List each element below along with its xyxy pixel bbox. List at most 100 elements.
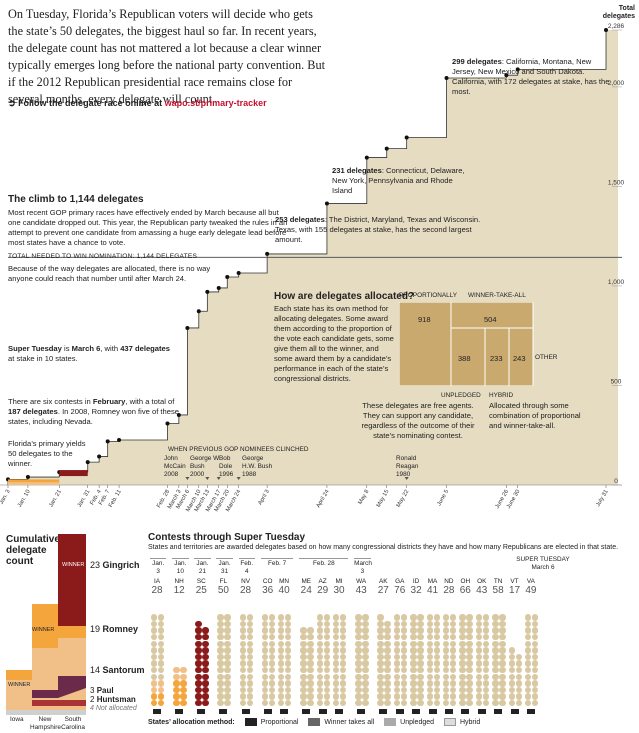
delegate-dot [180,673,187,680]
delegate-dot [246,634,253,641]
delegate-dot [278,647,285,654]
delegate-dot [316,673,324,680]
nominee-ghwbush: George H.W. Bush 1988 [242,455,273,478]
climb-title: The climb to 1,144 delegates [8,194,144,205]
delegate-dot [246,640,253,647]
delegate-dot [410,693,417,700]
delegate-dot [316,620,324,628]
delegate-dot [377,647,384,654]
delegate-dot [195,686,202,694]
delegate-dot [433,686,440,694]
delegate-dot [377,653,384,661]
delegate-dot [151,667,158,674]
method-swatch-AZ [318,709,327,714]
delegate-dot [340,640,347,647]
delegate-dot [278,634,285,641]
method-swatch-TN [494,709,503,714]
delegate-dot [355,620,362,628]
delegate-dot [449,653,457,661]
delegate-dot [459,653,466,661]
y-tick-2: 1,000 [608,279,625,286]
delegate-dot [217,686,224,694]
delegate-dot [307,680,314,687]
delegate-dot [246,680,253,687]
delegate-dot [261,667,269,674]
delegate-dot [323,673,331,680]
delegate-dot [459,686,466,694]
delegate-dot [515,680,522,687]
delegate-dot [300,667,307,674]
hybrid-block [484,327,510,386]
delegate-dot [377,640,384,647]
delegate-dot [261,634,269,641]
delegate-dot [239,680,246,687]
delegate-dot [393,647,401,654]
delegate-dot [316,634,324,641]
delegate-dot [492,614,499,621]
delegate-dot [268,693,276,700]
delegate-dot [202,680,209,687]
nomination-note: Because of the way delegates are allocat… [8,264,211,283]
delegate-dot [300,627,307,634]
delegate-dot [333,686,340,694]
delegate-dot [524,667,532,674]
delegate-dot [355,640,362,647]
delegate-dot [217,647,224,654]
delegate-dot [239,634,246,641]
delegate-dot [355,653,362,661]
delegate-dot [508,653,515,661]
delegate-dot [417,640,424,647]
nominee-marker-0 [185,477,190,480]
delegate-dot [224,620,231,628]
delegate-dot [384,680,391,687]
group-date-1: Jan. 10 [172,558,189,576]
delegate-dot [482,700,490,707]
delegate-dot [268,620,276,628]
group-date-4: Feb. 4 [238,558,255,575]
delegate-dot [459,660,466,667]
data-point-6 [117,438,122,443]
state-count-FL: 50 [217,585,229,596]
group-date-0: Jan. 3 [150,558,167,576]
delegate-dot [195,640,202,647]
group-date-2: Jan. 21 [194,558,211,576]
delegate-dot [400,634,408,641]
delegate-dot [239,627,246,634]
state-IA: IA [153,578,161,585]
cum-romney: 19 Romney [90,624,139,634]
delegate-dot [459,700,466,707]
delegate-dot [524,653,532,661]
delegate-dot [151,627,158,634]
delegate-dot [316,614,324,621]
method-swatch-MA [428,709,437,714]
state-count-OH: 66 [459,585,471,596]
delegate-dot [426,686,433,694]
x-tick-18: May 15 [376,489,391,508]
delegate-dot [442,686,450,694]
delegate-dot [261,673,269,680]
delegate-dot [524,693,532,700]
delegate-dot [362,640,369,647]
delegate-dot [393,614,401,621]
how-title: How are delegates allocated? [274,291,415,302]
follow-url[interactable]: wapo.st/primary-tracker [164,98,267,108]
delegate-dot [426,627,433,634]
delegate-dot [217,660,224,667]
delegate-dot [393,627,401,634]
delegate-dot [307,634,314,641]
delegate-dot [217,614,224,621]
method-swatch-MN [280,709,289,714]
delegate-dot [466,673,473,680]
x-tick-15: April 3 [257,489,270,506]
delegate-dot [151,647,158,654]
data-point-19 [404,135,409,140]
nominees-label: WHEN PREVIOUS GOP NOMINEES CLINCHED [168,446,309,453]
delegate-dot [400,647,408,654]
delegate-dot [508,693,515,700]
delegate-dot [531,673,539,680]
group-date-7: March 3 [354,558,372,575]
delegate-dot [300,673,307,680]
delegate-dot [442,614,450,621]
delegate-dot [362,686,369,694]
delegate-dot [285,647,292,654]
